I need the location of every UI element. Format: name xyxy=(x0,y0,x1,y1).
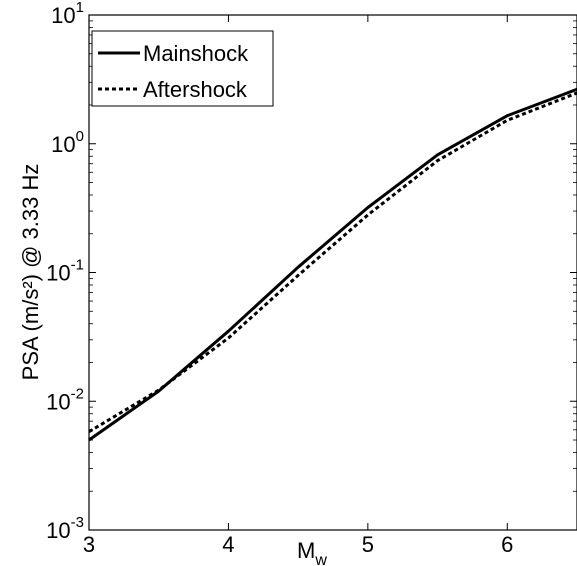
y-tick-label-exp-3: 0 xyxy=(76,128,84,145)
y-tick-label-exp-1: -2 xyxy=(71,385,84,402)
legend-label-mainshock: Mainshock xyxy=(143,41,249,66)
y-tick-label-exp-0: -3 xyxy=(71,514,84,531)
y-axis-label: PSA (m/s²) @ 3.33 Hz xyxy=(18,164,43,381)
legend-box xyxy=(91,30,274,107)
y-tick-label-exp-4: 1 xyxy=(76,0,84,16)
y-tick-label-base-3: 10 xyxy=(51,132,75,157)
y-tick-label-base-4: 10 xyxy=(51,3,75,28)
y-tick-label-base-0: 10 xyxy=(46,518,70,543)
x-tick-label-6: 6 xyxy=(501,532,513,557)
y-tick-label-0: 10-3 xyxy=(46,514,84,543)
y-tick-label-2: 10-1 xyxy=(46,257,84,286)
x-axis-label-main: M xyxy=(297,538,315,563)
x-tick-label-4: 4 xyxy=(222,532,234,557)
legend-label-aftershock: Aftershock xyxy=(143,77,248,102)
y-tick-label-exp-2: -1 xyxy=(71,257,84,274)
series-layer xyxy=(88,87,577,442)
y-tick-label-4: 101 xyxy=(51,0,84,28)
series-line-aftershock xyxy=(88,91,577,433)
x-tick-label-3: 3 xyxy=(83,532,95,557)
series-line-mainshock xyxy=(88,87,577,442)
y-tick-label-base-2: 10 xyxy=(46,261,70,286)
legend: Mainshock Aftershock xyxy=(91,30,274,107)
y-tick-label-3: 100 xyxy=(51,128,84,157)
x-axis-label-subscript: w xyxy=(314,552,327,566)
y-tick-label-base-1: 10 xyxy=(46,389,70,414)
x-axis-label: Mw xyxy=(297,538,327,566)
plot-frame xyxy=(88,14,577,531)
y-tick-label-1: 10-2 xyxy=(46,385,84,414)
x-tick-label-5: 5 xyxy=(362,532,374,557)
